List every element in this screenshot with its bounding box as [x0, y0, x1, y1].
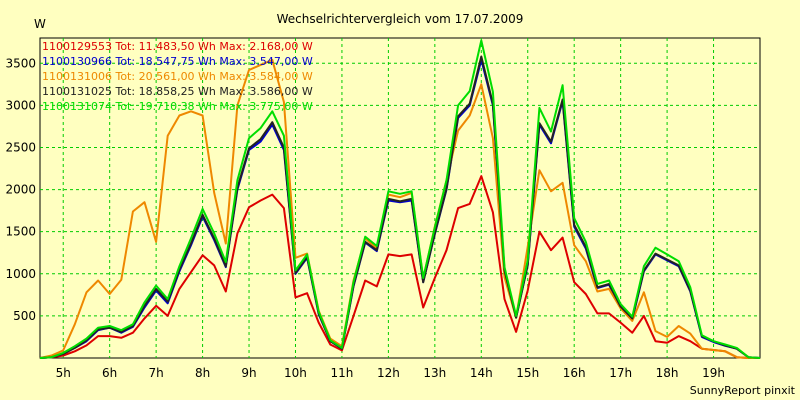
y-tick-label-2500: 2500: [5, 140, 36, 154]
x-tick-label-8h: 8h: [195, 366, 210, 380]
x-tick-label-12h: 12h: [377, 366, 400, 380]
series-line-1100131074: [39, 39, 761, 359]
y-tick-label-1500: 1500: [5, 225, 36, 239]
y-tick-label-500: 500: [13, 309, 36, 323]
x-tick-label-14h: 14h: [470, 366, 493, 380]
x-tick-label-15h: 15h: [516, 366, 539, 380]
x-tick-label-5h: 5h: [56, 366, 71, 380]
x-tick-label-19h: 19h: [702, 366, 725, 380]
credit-text: SunnyReport pinxit: [690, 384, 796, 397]
x-tick-label-10h: 10h: [284, 366, 307, 380]
legend-entry-1100131025: 1100131025 Tot: 18.858,25 Wh Max: 3.586,…: [42, 85, 313, 98]
y-tick-label-3000: 3000: [5, 98, 36, 112]
x-tick-label-18h: 18h: [656, 366, 679, 380]
chart-title: Wechselrichtervergleich vom 17.07.2009: [277, 12, 524, 26]
x-tick-labels: 5h 6h 7h 8h 9h 10h 11h 12h 13h 14h 15h 16h 17h 18h 19h: [56, 366, 725, 380]
y-axis-label: W: [34, 17, 46, 31]
x-tick-label-16h: 16h: [563, 366, 586, 380]
x-tick-label-17h: 17h: [609, 366, 632, 380]
y-tick-label-1000: 1000: [5, 267, 36, 281]
y-tick-label-3500: 3500: [5, 56, 36, 70]
grid-lines: [40, 38, 760, 358]
series-lines: [39, 39, 761, 359]
x-tick-label-13h: 13h: [423, 366, 446, 380]
y-tick-labels: 500 1000 1500 2000 2500 3000 3500: [5, 56, 36, 323]
x-tick-label-6h: 6h: [102, 366, 117, 380]
legend-entry-1100131074: 1100131074 Tot: 19.710,38 Wh Max: 3.775,…: [42, 100, 313, 113]
series-line-1100129553: [39, 175, 760, 359]
series-line-1100131006: [39, 58, 760, 359]
legend-entry-1100131006: 1100131006 Tot: 20.561,00 Wh Max: 3.584,…: [42, 70, 313, 83]
y-tick-label-2000: 2000: [5, 183, 36, 197]
legend: 1100129553 Tot: 11.483,50 Wh Max: 2.168,…: [42, 40, 313, 113]
legend-entry-1100129553: 1100129553 Tot: 11.483,50 Wh Max: 2.168,…: [42, 40, 313, 53]
x-tick-label-11h: 11h: [330, 366, 353, 380]
x-tick-label-7h: 7h: [149, 366, 164, 380]
legend-entry-1100130966: 1100130966 Tot: 18.547,75 Wh Max: 3.547,…: [42, 55, 313, 68]
x-tick-label-9h: 9h: [241, 366, 256, 380]
